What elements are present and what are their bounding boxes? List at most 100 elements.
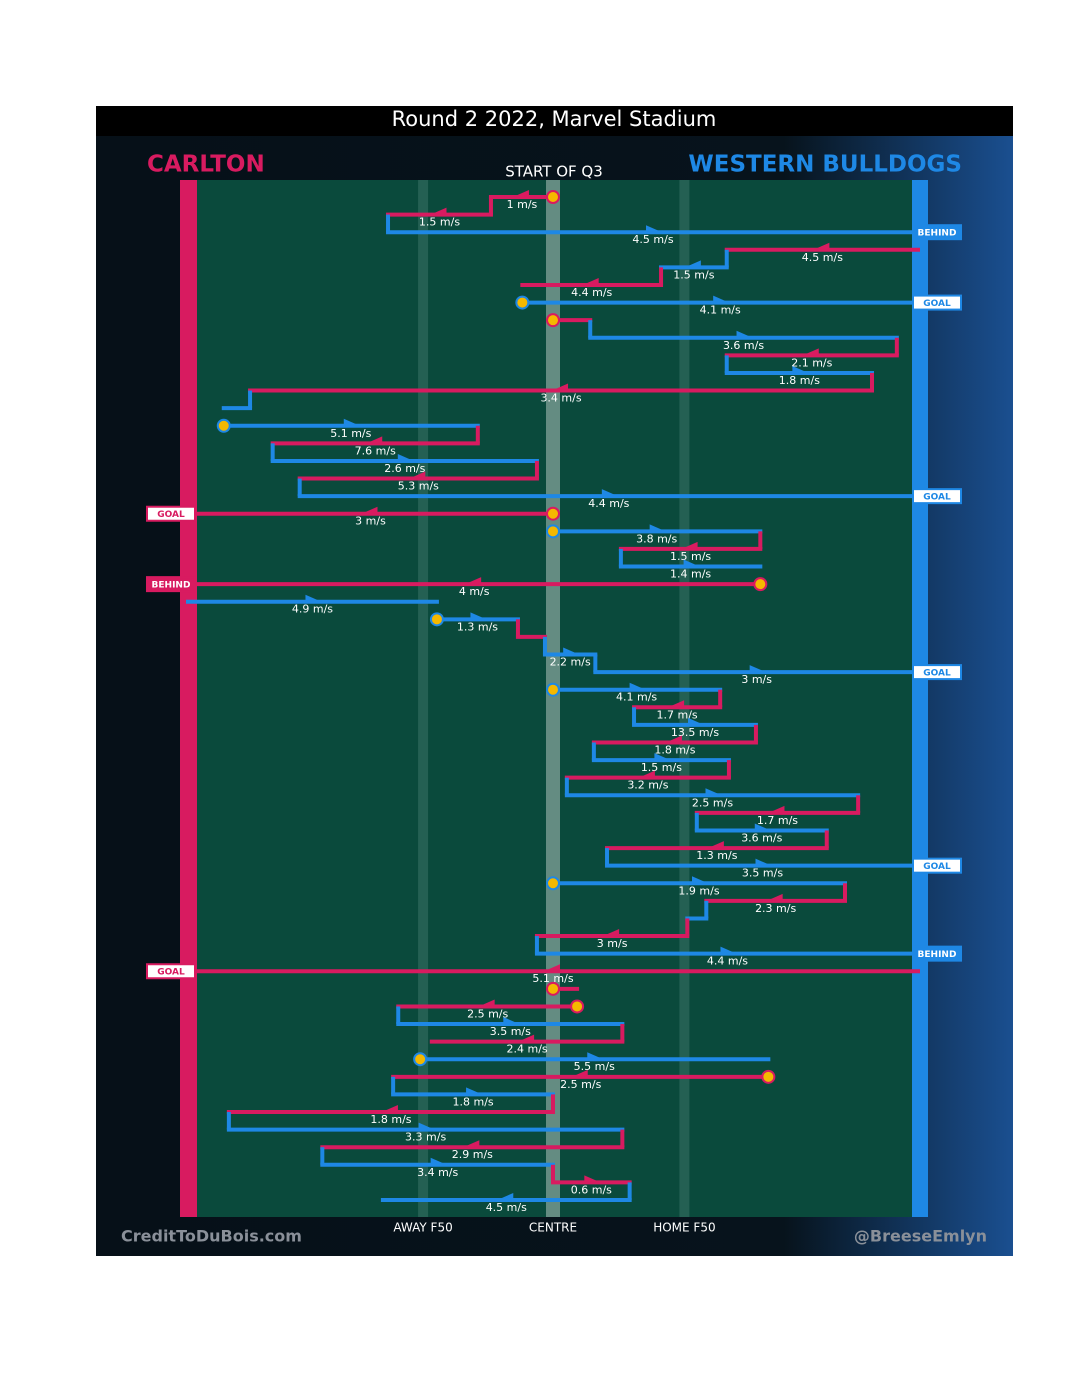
stoppage-dot [515,295,530,310]
speed-label: 3.3 m/s [405,1131,446,1144]
stoppage-dot [761,1069,776,1084]
stoppage-dot [570,999,585,1014]
direction-arrow [665,735,682,743]
field-marker [679,180,690,1217]
speed-label: 4.1 m/s [700,304,741,317]
direction-arrow [563,647,580,655]
carlton-goal-bar [180,180,197,1217]
credit: @BreeseEmlyn [854,1227,987,1246]
direction-arrow [409,471,426,479]
speed-label: 2.3 m/s [755,902,796,915]
stoppage-dot [546,190,560,204]
speed-label: 5.3 m/s [398,480,439,493]
stoppage-dot [753,577,768,592]
speed-label: 4.4 m/s [571,286,612,299]
direction-arrow [603,929,620,937]
field-marker [546,180,560,1217]
speed-label: 5.1 m/s [330,427,371,440]
stoppage-dot [546,876,560,891]
speed-label: 2.5 m/s [560,1078,601,1091]
stoppage-dot [413,1052,428,1067]
team-name: WESTERN BULLDOGS [688,152,962,178]
field-marker [418,180,429,1217]
outcome-inner [148,578,194,591]
direction-arrow [802,348,819,356]
title-bar [96,106,1013,136]
direction-arrow [646,225,663,233]
subtitle: START OF Q3 [505,163,603,181]
direction-arrow [736,330,753,338]
speed-label: 3.5 m/s [490,1025,531,1038]
speed-label: 2.6 m/s [384,462,425,475]
speed-label: 4.4 m/s [588,497,629,510]
outcome-inner [914,666,960,679]
outcome-inner [914,226,960,239]
outcome-inner [914,947,960,960]
speed-label: 4.9 m/s [292,603,333,616]
direction-arrow [512,190,529,197]
speed-label: 3.6 m/s [741,831,782,844]
stoppage-dot [546,682,560,697]
direction-arrow [629,682,646,690]
direction-arrow [813,242,830,250]
direction-arrow [466,1087,483,1095]
direction-arrow [343,418,360,426]
team-name: CARLTON [147,152,265,178]
speed-label: 2.9 m/s [452,1148,493,1161]
stoppage-dot [546,506,560,521]
speed-label: 4 m/s [459,585,490,598]
speed-label: 3.5 m/s [742,867,783,880]
speed-label: 1.5 m/s [670,550,711,563]
speed-label: 1.5 m/s [673,268,714,281]
direction-arrow [366,436,383,444]
speed-label: 2.2 m/s [550,656,591,669]
speed-label: 4.5 m/s [802,251,843,264]
direction-arrow [687,717,704,725]
direction-arrow [720,946,737,954]
stoppage-dot [546,981,560,996]
outcome-inner [914,490,960,503]
speed-label: 3.2 m/s [627,779,668,792]
outcome-label: GOAL [157,968,185,978]
outcome-label: GOAL [923,493,951,503]
speed-label: 4.1 m/s [616,691,657,704]
outcome-label: GOAL [923,862,951,872]
speed-label: 1.8 m/s [779,374,820,387]
direction-arrow [430,207,447,215]
direction-arrow [430,1157,447,1165]
speed-label: 1.8 m/s [370,1113,411,1126]
direction-arrow [684,260,701,268]
stoppage-dot [216,418,231,433]
speed-label: 1.5 m/s [641,761,682,774]
direction-arrow [749,665,766,673]
direction-arrow [503,1017,520,1025]
direction-arrow [397,453,414,461]
direction-arrow [654,753,671,761]
stoppage-dot [429,612,444,627]
direction-arrow [681,541,698,549]
speed-label: 1.8 m/s [452,1095,493,1108]
speed-label: 2.1 m/s [791,356,832,369]
speed-label: 3 m/s [597,937,628,950]
direction-arrow [571,1069,588,1077]
outcome-label: GOAL [923,669,951,679]
outcome-inner [914,859,960,872]
speed-label: 1 m/s [507,198,538,211]
direction-arrow [766,893,783,901]
direction-arrow [381,1105,398,1113]
direction-arrow [587,1052,604,1060]
speed-label: 3.4 m/s [540,392,581,405]
speed-label: 1.7 m/s [757,814,798,827]
speed-label: 3.8 m/s [636,532,677,545]
speed-label: 5.5 m/s [574,1060,615,1073]
speed-label: 2.4 m/s [507,1043,548,1056]
speed-label: 1.8 m/s [654,743,695,756]
outcome-label: BEHIND [918,950,957,960]
marker-label: CENTRE [529,1221,577,1235]
direction-arrow [692,876,708,884]
outcome-label: GOAL [923,299,951,309]
stoppage-dot [546,524,560,539]
direction-arrow [518,1034,535,1042]
chart-title: Round 2 2022, Marvel Stadium [392,107,717,131]
